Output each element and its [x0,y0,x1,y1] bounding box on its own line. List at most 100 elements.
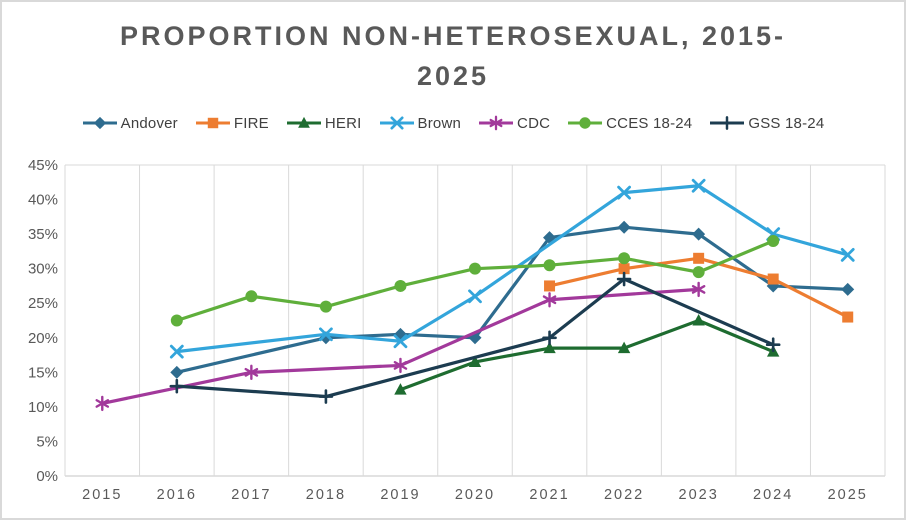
chart-title: PROPORTION NON-HETEROSEXUAL, 2015- 2025 [2,16,904,96]
x-marker-stroke [393,334,408,349]
square-shape [842,311,854,323]
legend-item-brown: Brown [379,115,462,132]
asterisk-marker-stroke [489,118,503,128]
x-legend-glyph-icon [379,116,414,130]
series-line [175,239,775,323]
series-line [398,318,775,392]
x-marker [169,344,184,359]
x-marker [617,185,631,200]
chart-title-line-1: PROPORTION NON-HETEROSEXUAL, 2015- [119,21,787,51]
square-shape [693,252,705,264]
diamond-shape [617,220,631,234]
asterisk-marker [542,292,557,308]
asterisk-marker [489,115,503,131]
triangle-marker [297,116,310,128]
legend-label: Brown [417,114,462,132]
circle-marker [579,117,591,129]
circle-marker [319,300,332,313]
square-marker [207,117,219,129]
y-tick-label: 10% [28,399,58,416]
circle-marker [692,266,705,279]
diamond-marker [692,227,706,241]
x-marker [468,289,482,304]
y-tick-label: 25% [28,295,58,312]
series-heri [394,314,780,395]
triangle-shape [394,383,407,395]
asterisk-marker [95,395,110,412]
triangle-marker [617,341,631,354]
diamond-marker [617,220,631,234]
diamond-marker [170,365,184,379]
square-marker [693,252,705,264]
diamond-shape [841,282,855,296]
legend-label: FIRE [233,114,269,132]
x-marker [840,247,855,262]
circle-marker [543,259,556,272]
asterisk-marker-stroke [393,361,408,370]
circle-marker [618,252,631,265]
x-marker-stroke [617,185,631,200]
triangle-marker [394,383,407,395]
circle-shape [543,259,556,272]
x-marker [319,327,333,342]
circle-shape [692,266,705,279]
square-marker [842,311,854,323]
triangle-shape [468,355,482,367]
legend-item-cces-18-24: CCES 18-24 [567,115,692,132]
x-marker [389,116,404,130]
diamond-marker [93,116,106,130]
square-shape [767,273,779,285]
x-tick-label: 2017 [231,487,271,503]
x-axis-tick-labels: 2015 2016 2017 2018 2019 2020 2021 2022 2023 2024… [82,487,866,503]
x-tick-label: 2020 [455,487,495,503]
x-tick-label: 2021 [529,487,569,503]
x-marker [393,334,408,349]
chart-legend: Andover FIRE HERI Brown CDC CCES 18-24 GSS 18-… [2,112,904,134]
square-legend-glyph-icon [195,117,230,129]
x-tick-label: 2024 [753,487,793,503]
square-shape [207,117,219,129]
legend-item-fire: FIRE [195,115,269,132]
square-shape [544,280,556,292]
plus-legend-glyph-icon [710,116,745,130]
x-marker-stroke [840,247,855,262]
x-marker-stroke [169,344,184,359]
x-tick-label: 2015 [82,487,122,503]
diamond-shape [93,116,106,130]
circle-marker [170,314,183,327]
asterisk-marker-stroke [691,285,706,294]
triangle-shape [543,341,556,354]
asterisk-marker [244,364,259,381]
diamond-shape [170,365,184,379]
circle-legend-glyph-icon [568,117,603,129]
plus-marker [720,116,735,130]
plus-marker [169,378,185,394]
circle-shape [579,117,591,129]
y-tick-label: 40% [28,192,58,209]
square-marker [618,263,630,275]
y-tick-label: 15% [28,364,58,381]
y-tick-label: 30% [28,261,58,278]
circle-shape [319,300,332,313]
x-marker-stroke [468,289,482,304]
legend-item-gss-18-24: GSS 18-24 [709,115,824,132]
circle-shape [245,290,258,303]
x-marker-stroke [691,178,706,193]
square-marker [767,273,779,285]
plus-marker [616,271,632,287]
legend-label: GSS 18-24 [748,114,825,132]
square-shape [618,263,630,275]
x-tick-label: 2019 [380,487,420,503]
series-line [175,184,850,354]
y-axis-tick-labels: 0% 5% 10% 15% 20% 25% 30% 35% 40% 45% [28,157,58,485]
circle-shape [469,262,481,275]
gridlines [64,164,886,477]
x-marker-stroke [319,327,333,342]
plus-marker [765,337,781,352]
series-fire [544,252,854,323]
legend-label: CCES 18-24 [606,114,693,132]
asterisk-marker [691,281,706,298]
legend-label: HERI [324,114,362,132]
triangle-marker [468,355,482,367]
